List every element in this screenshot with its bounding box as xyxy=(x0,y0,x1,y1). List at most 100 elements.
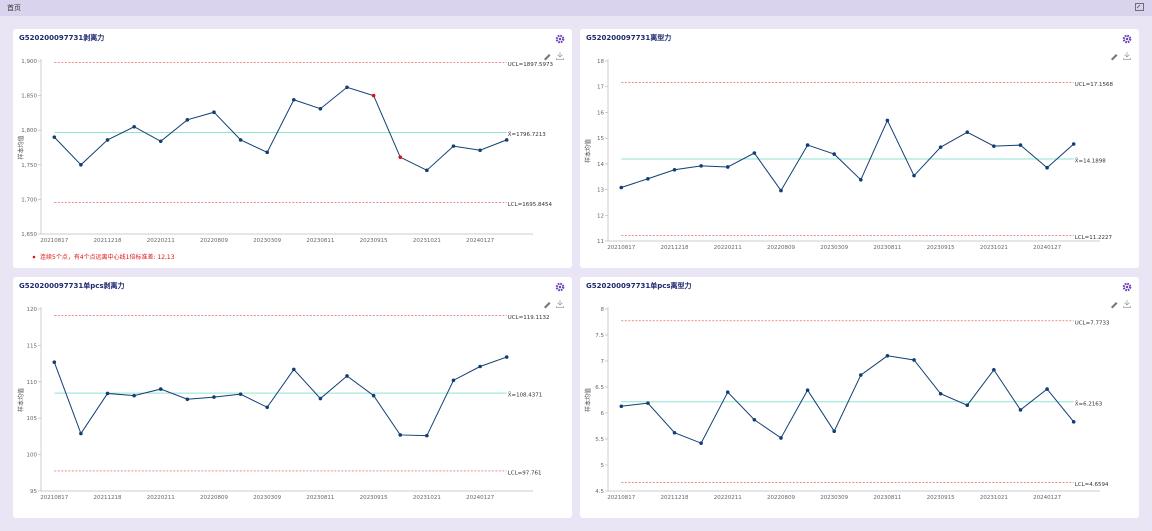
data-point xyxy=(1018,143,1023,147)
data-point xyxy=(805,388,810,392)
x-tick-label: 20230915 xyxy=(927,495,955,501)
x-tick-label: 20220211 xyxy=(714,245,742,251)
data-point xyxy=(992,144,996,148)
x-tick-label: 20230915 xyxy=(360,495,388,501)
x-tick-label: 20231021 xyxy=(413,495,441,501)
annotation: 连续5个点，有4个点远离中心线1倍标准差: 12,13 xyxy=(40,253,175,261)
data-point xyxy=(885,354,890,358)
control-line-label: UCL=17.1568 xyxy=(1075,82,1114,88)
data-point xyxy=(885,118,890,123)
data-point xyxy=(779,188,783,193)
download-icon[interactable] xyxy=(556,300,564,308)
data-point xyxy=(238,392,243,396)
data-point xyxy=(938,391,943,396)
y-tick-label: 11 xyxy=(597,239,604,245)
data-point xyxy=(451,378,456,383)
series-line xyxy=(621,355,1075,444)
x-tick-label: 20220211 xyxy=(147,238,175,244)
x-tick-label: 20230915 xyxy=(360,238,388,244)
gear-hub xyxy=(558,285,562,289)
x-tick-label: 20220211 xyxy=(147,495,175,501)
y-tick-label: 5 xyxy=(601,463,605,469)
edit-icon[interactable] xyxy=(544,54,551,61)
y-tick-label: 6.5 xyxy=(595,385,604,391)
y-tick-label: 1,750 xyxy=(21,163,37,169)
data-point xyxy=(212,110,216,115)
edit-icon[interactable] xyxy=(1111,54,1118,61)
control-line-label: LCL=11.2227 xyxy=(1075,235,1113,241)
data-point xyxy=(752,151,757,155)
data-point xyxy=(672,430,677,435)
gear-hub xyxy=(1125,37,1129,41)
data-point xyxy=(805,143,810,147)
data-point xyxy=(965,403,970,407)
data-point xyxy=(832,429,836,433)
x-tick-label: 20230915 xyxy=(927,245,955,251)
download-icon[interactable] xyxy=(556,52,564,60)
data-point xyxy=(318,396,323,401)
data-point xyxy=(425,433,429,438)
x-tick-label: 20211218 xyxy=(661,245,689,251)
gear xyxy=(555,282,565,292)
chart-panel: G520200097731剥离力 样本均值 1,650 1,700 1,750 1,800… xyxy=(13,29,572,268)
y-tick-label: 12 xyxy=(597,213,604,219)
data-point xyxy=(158,387,163,391)
y-tick-label: 5.5 xyxy=(595,437,604,443)
data-point xyxy=(185,118,190,122)
data-point xyxy=(646,176,650,181)
x-tick-label: 20231021 xyxy=(980,245,1008,251)
data-point xyxy=(371,93,376,98)
data-point xyxy=(965,130,970,135)
x-tick-label: 20230309 xyxy=(820,495,848,501)
chart-panel: G520200097731单pcs剥离力 样本均值 95 100 105 110 115 12… xyxy=(13,277,572,518)
x-tick-label: 20210817 xyxy=(607,245,635,251)
data-point xyxy=(79,431,83,436)
y-axis-label: 样本均值 xyxy=(17,388,25,412)
x-tick-label: 20220809 xyxy=(200,238,228,244)
y-tick-label: 95 xyxy=(30,489,37,495)
x-tick-label: 20220809 xyxy=(767,495,795,501)
download-icon[interactable] xyxy=(1123,300,1131,308)
x-tick-label: 20240127 xyxy=(466,495,494,501)
fullscreen-icon[interactable] xyxy=(1135,3,1144,11)
data-point xyxy=(725,390,730,394)
data-point xyxy=(1071,142,1076,146)
y-tick-label: 105 xyxy=(27,416,38,422)
y-tick-label: 18 xyxy=(597,59,604,65)
data-point xyxy=(859,178,863,182)
y-tick-label: 1,700 xyxy=(21,197,37,203)
data-point xyxy=(105,391,110,396)
data-point xyxy=(425,168,429,173)
y-tick-label: 4.5 xyxy=(595,489,604,495)
chart-title: G520200097731剥离力 xyxy=(19,33,104,42)
edit-icon[interactable] xyxy=(1111,302,1118,309)
gear-hub xyxy=(1125,285,1129,289)
series-line xyxy=(53,86,507,171)
x-tick-label: 20230309 xyxy=(253,495,281,501)
data-point xyxy=(859,373,863,377)
settings-icon[interactable] xyxy=(1122,282,1132,292)
data-point xyxy=(504,355,509,359)
data-point xyxy=(672,167,677,172)
y-tick-label: 16 xyxy=(597,110,604,116)
data-point xyxy=(619,404,624,409)
data-point xyxy=(779,436,783,440)
settings-icon[interactable] xyxy=(555,34,565,44)
download-icon[interactable] xyxy=(1123,52,1131,60)
y-tick-label: 1,850 xyxy=(21,94,37,100)
settings-icon[interactable] xyxy=(1122,34,1132,44)
data-point xyxy=(79,163,83,167)
x-tick-label: 20240127 xyxy=(466,238,494,244)
data-point xyxy=(1045,387,1049,391)
annotation-bullet xyxy=(32,255,36,259)
control-line-label: X̄=1796.7213 xyxy=(508,131,547,138)
data-point xyxy=(132,393,136,398)
edit-icon[interactable] xyxy=(544,302,551,309)
settings-icon[interactable] xyxy=(555,282,565,292)
top-bar: 首页 xyxy=(0,0,1152,16)
data-point xyxy=(646,401,650,405)
